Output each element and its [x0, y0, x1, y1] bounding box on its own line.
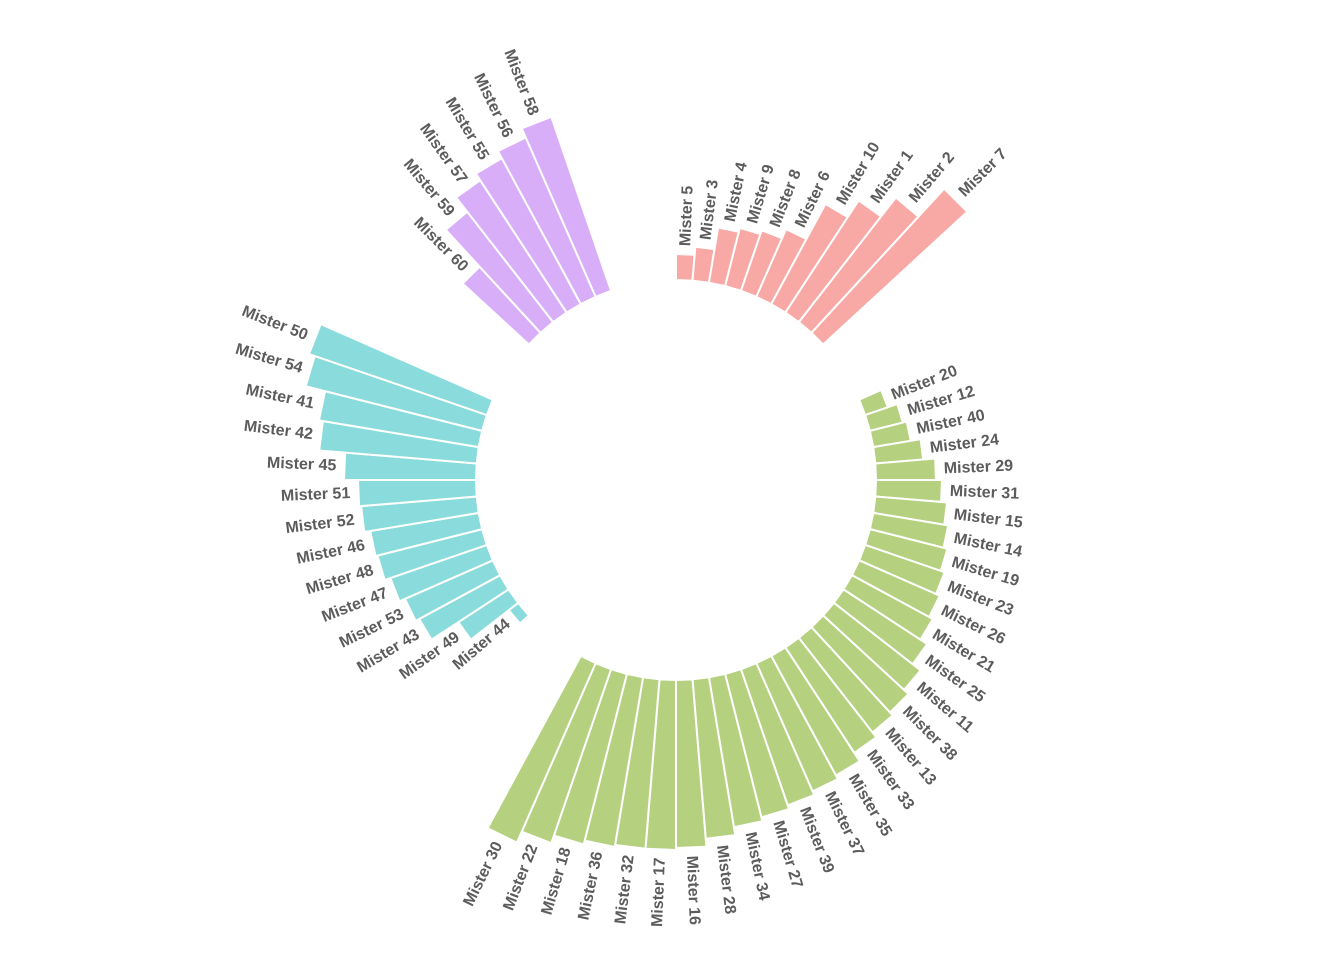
bar-label: Mister 15: [953, 506, 1024, 531]
bar-label: Mister 51: [281, 485, 351, 505]
bar: [874, 457, 938, 481]
bar-label: Mister 17: [649, 857, 669, 927]
bar-label: Mister 32: [612, 854, 637, 925]
bar-label: Mister 50: [239, 303, 310, 344]
bar-label: Mister 58: [500, 47, 541, 118]
bar-label: Mister 46: [295, 537, 366, 568]
bar-label: Mister 45: [267, 455, 337, 475]
bar: [520, 115, 613, 299]
bar-label: Mister 7: [956, 145, 1011, 200]
bar-label: Mister 24: [929, 431, 1000, 456]
bar: [810, 187, 969, 346]
bar-label: Mister 42: [243, 418, 314, 443]
bar-label: Mister 36: [575, 850, 606, 921]
bar-label: Mister 27: [769, 819, 805, 890]
bar-label: Mister 54: [233, 341, 304, 377]
bar-label: Mister 22: [500, 842, 541, 913]
bar: [486, 654, 597, 845]
bar-label: Mister 34: [742, 831, 773, 902]
bar-label: Mister 5: [677, 185, 696, 246]
bar-label: Mister 29: [943, 458, 1013, 478]
bar-label: Mister 31: [949, 483, 1019, 503]
bar-label: Mister 30: [460, 839, 506, 909]
bar-label: Mister 18: [538, 846, 574, 917]
bar-label: Mister 52: [285, 512, 356, 537]
bar-label: Mister 28: [713, 844, 738, 915]
bar-label: Mister 16: [683, 855, 703, 925]
bar: [307, 322, 495, 417]
